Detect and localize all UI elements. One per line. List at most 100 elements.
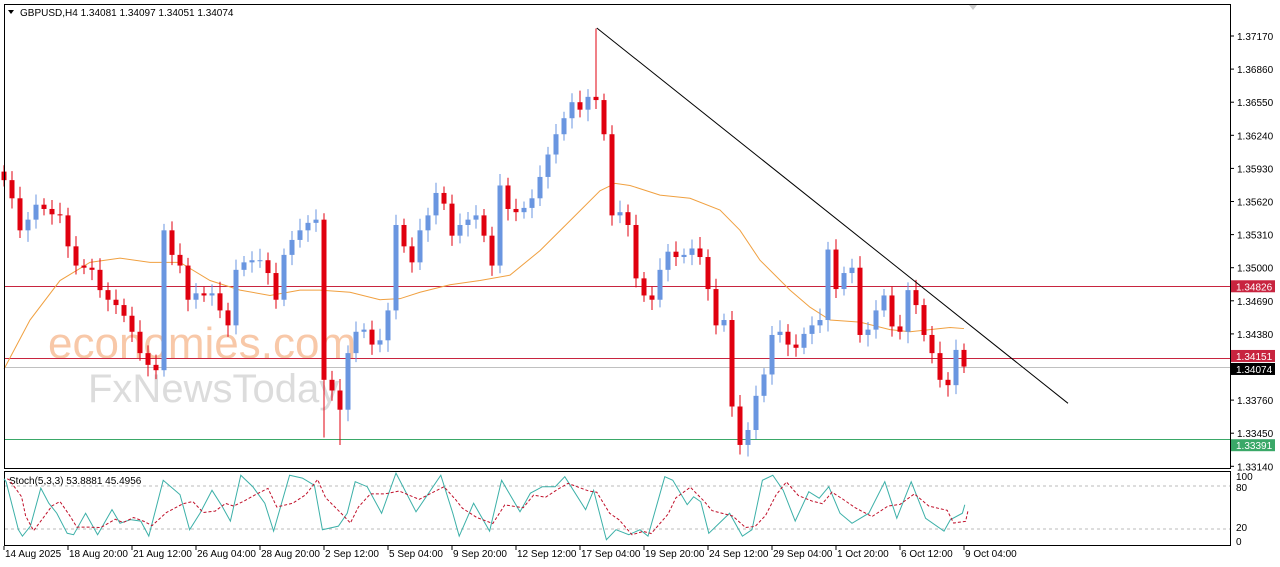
- time-tick-label: 17 Sep 04:00: [581, 549, 641, 560]
- candle-body: [601, 100, 607, 135]
- candle-body: [297, 230, 303, 240]
- price-tick-label: 1.33760: [1237, 396, 1274, 407]
- price-tick-label: 1.35000: [1237, 264, 1274, 275]
- stoch-level-label: 0: [1236, 537, 1242, 548]
- candle-body: [657, 269, 663, 300]
- price-line-label-bg: [1231, 280, 1275, 293]
- time-tick-label: 9 Oct 04:00: [965, 549, 1017, 560]
- time-tick-label: 12 Sep 12:00: [517, 549, 577, 560]
- candle-body: [793, 344, 799, 348]
- candle-body: [769, 334, 775, 375]
- price-line-label-bg: [1231, 349, 1275, 362]
- candle-body: [569, 102, 575, 119]
- candle-body: [393, 224, 399, 311]
- candle-body: [945, 379, 951, 386]
- triangle-down-icon[interactable]: [8, 10, 14, 14]
- candle-body: [265, 260, 271, 274]
- candle-body: [25, 219, 31, 231]
- candle-body: [641, 278, 647, 296]
- symbol-ohlc-label: GBPUSD,H4 1.34081 1.34097 1.34051 1.3407…: [20, 8, 234, 19]
- candle-body: [337, 390, 343, 410]
- time-tick-label: 1 Oct 20:00: [837, 549, 889, 560]
- candle-body: [49, 208, 55, 215]
- candle-body: [545, 154, 551, 177]
- candle-body: [201, 293, 207, 296]
- candle-body: [377, 340, 383, 345]
- trendline[interactable]: [596, 27, 1069, 404]
- candle-body: [753, 395, 759, 430]
- candle-body: [585, 96, 591, 110]
- price-tick-label: 1.36550: [1237, 98, 1274, 109]
- candle-body: [153, 364, 159, 371]
- candle-body: [857, 267, 863, 335]
- candle-body: [177, 254, 183, 266]
- candle-body: [865, 329, 871, 335]
- candle-body: [625, 212, 631, 225]
- stoch-level-label: 100: [1236, 472, 1253, 483]
- candle-body: [225, 310, 231, 326]
- candle-body: [521, 207, 527, 213]
- time-tick-label: 2 Sep 12:00: [325, 549, 379, 560]
- time-tick-label: 28 Aug 20:00: [261, 549, 320, 560]
- candle-body: [689, 248, 695, 255]
- candle-body: [609, 134, 615, 216]
- candle-body: [33, 204, 39, 220]
- time-tick-label: 9 Sep 20:00: [453, 549, 507, 560]
- time-tick-label: 29 Sep 04:00: [773, 549, 833, 560]
- candle-body: [289, 239, 295, 255]
- candles: [1, 28, 967, 457]
- candle-body: [433, 192, 439, 216]
- price-tick-label: 1.35620: [1237, 198, 1274, 209]
- candle-body: [705, 257, 711, 290]
- candle-body: [881, 295, 887, 311]
- candle-body: [777, 331, 783, 335]
- candle-body: [209, 293, 215, 296]
- watermark: economies.com FxNewsToday: [48, 319, 356, 411]
- candle-body: [121, 305, 127, 316]
- candle-body: [841, 273, 847, 290]
- candle-body: [873, 310, 879, 330]
- candle-body: [273, 273, 279, 300]
- candle-body: [161, 230, 167, 371]
- candle-body: [9, 180, 15, 199]
- candle-body: [633, 224, 639, 279]
- price-tick-label: 1.34690: [1237, 297, 1274, 308]
- candle-body: [249, 260, 255, 263]
- time-axis[interactable]: 14 Aug 2025 18 Aug 20:00 21 Aug 12:00 26 Au…: [3, 546, 1017, 560]
- candle-body: [905, 290, 911, 332]
- time-tick-label: 19 Sep 20:00: [645, 549, 705, 560]
- candle-body: [513, 208, 519, 213]
- candle-body: [41, 204, 47, 209]
- candle-body: [737, 406, 743, 445]
- candle-body: [537, 176, 543, 199]
- price-axis[interactable]: 1.37170 1.36860 1.36550 1.36240 1.35930 1.356…: [1230, 32, 1274, 473]
- candle-body: [665, 251, 671, 270]
- candle-body: [889, 295, 895, 327]
- candle-body: [145, 353, 151, 365]
- candle-body: [529, 198, 535, 208]
- candle-body: [241, 262, 247, 270]
- candle-body: [593, 96, 599, 101]
- candle-body: [961, 349, 967, 367]
- candle-body: [473, 215, 479, 220]
- candle-body: [721, 320, 727, 326]
- candle-body: [817, 320, 823, 326]
- candle-body: [937, 353, 943, 380]
- candle-body: [489, 235, 495, 266]
- candle-body: [113, 299, 119, 306]
- candle-body: [217, 293, 223, 311]
- shift-marker-icon[interactable]: [969, 5, 977, 10]
- candle-body: [57, 214, 63, 216]
- candle-body: [425, 215, 431, 231]
- candle-body: [73, 246, 79, 266]
- trendline-line[interactable]: [596, 27, 1069, 404]
- price-line-label-bg: [1231, 439, 1275, 452]
- price-tick-label: 1.36860: [1237, 65, 1274, 76]
- candle-body: [729, 320, 735, 407]
- stoch-level-label: 20: [1236, 523, 1248, 534]
- candle-body: [185, 265, 191, 300]
- price-line-label: 1.34074: [1236, 365, 1273, 376]
